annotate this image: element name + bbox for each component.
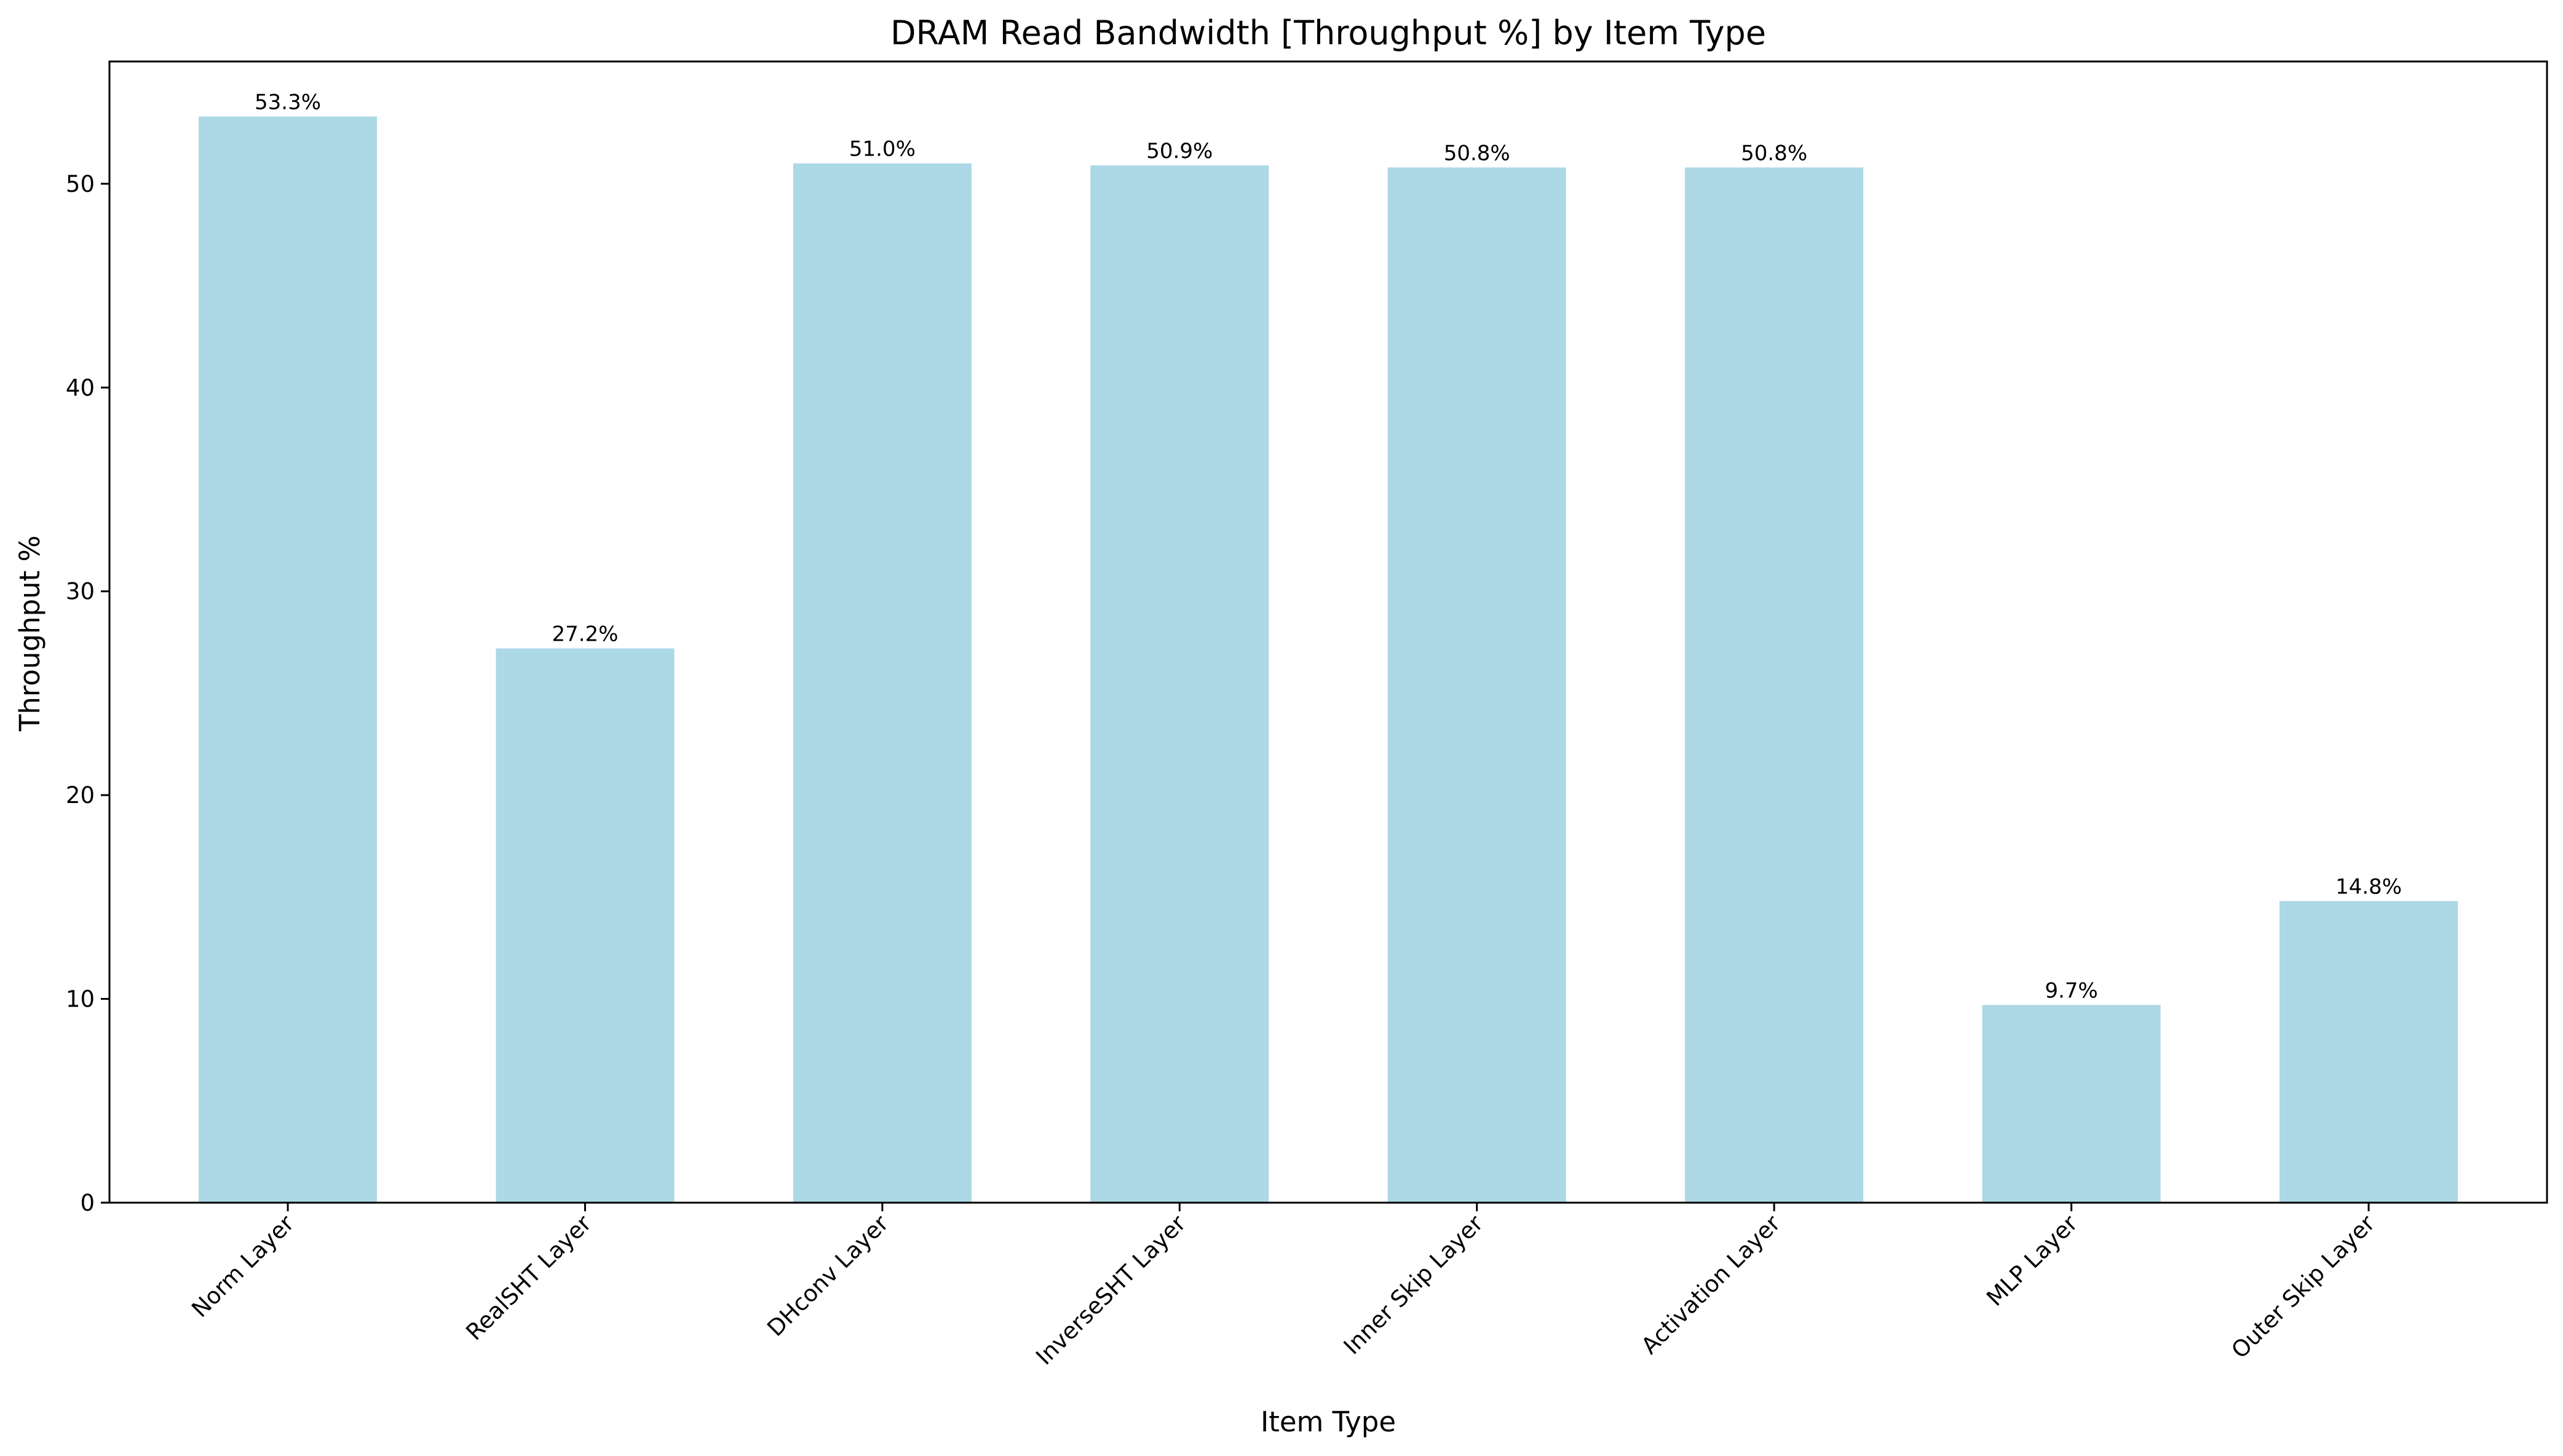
- bar-value-label: 50.8%: [1444, 141, 1510, 165]
- bar-value-label: 50.9%: [1146, 139, 1213, 164]
- bar: [1982, 1005, 2161, 1203]
- bar-value-label: 27.2%: [552, 622, 618, 647]
- bar: [1387, 167, 1566, 1203]
- y-tick-label: 50: [66, 171, 95, 197]
- bar: [793, 163, 972, 1203]
- y-tick-label: 20: [66, 782, 95, 809]
- plot-frame: [108, 60, 2548, 1204]
- bar: [199, 116, 378, 1203]
- bar-value-label: 14.8%: [2335, 874, 2402, 899]
- bar: [2279, 901, 2458, 1203]
- bars-group: [199, 116, 2458, 1203]
- bar: [1090, 165, 1269, 1203]
- bar-value-label: 9.7%: [2045, 979, 2098, 1003]
- y-tick-label: 10: [66, 986, 95, 1013]
- y-axis: 0 10 20 30 40 50: [66, 171, 109, 1216]
- bar: [1685, 167, 1864, 1203]
- chart-title: DRAM Read Bandwidth [Throughput %] by It…: [890, 14, 1766, 52]
- y-tick-label: 0: [80, 1190, 95, 1216]
- bar-value-label: 51.0%: [849, 137, 916, 162]
- y-tick-label: 30: [66, 579, 95, 605]
- x-axis-label: Item Type: [1261, 1406, 1396, 1438]
- bar: [496, 648, 675, 1203]
- bar-value-label: 53.3%: [255, 90, 321, 114]
- data-labels-group: 53.3% 27.2% 51.0% 50.9% 50.8% 50.8% 9.7% 14.8%: [255, 90, 2402, 1003]
- bar-value-label: 50.8%: [1741, 141, 1807, 165]
- y-tick-label: 40: [66, 374, 95, 401]
- y-axis-label: Throughput %: [14, 536, 46, 732]
